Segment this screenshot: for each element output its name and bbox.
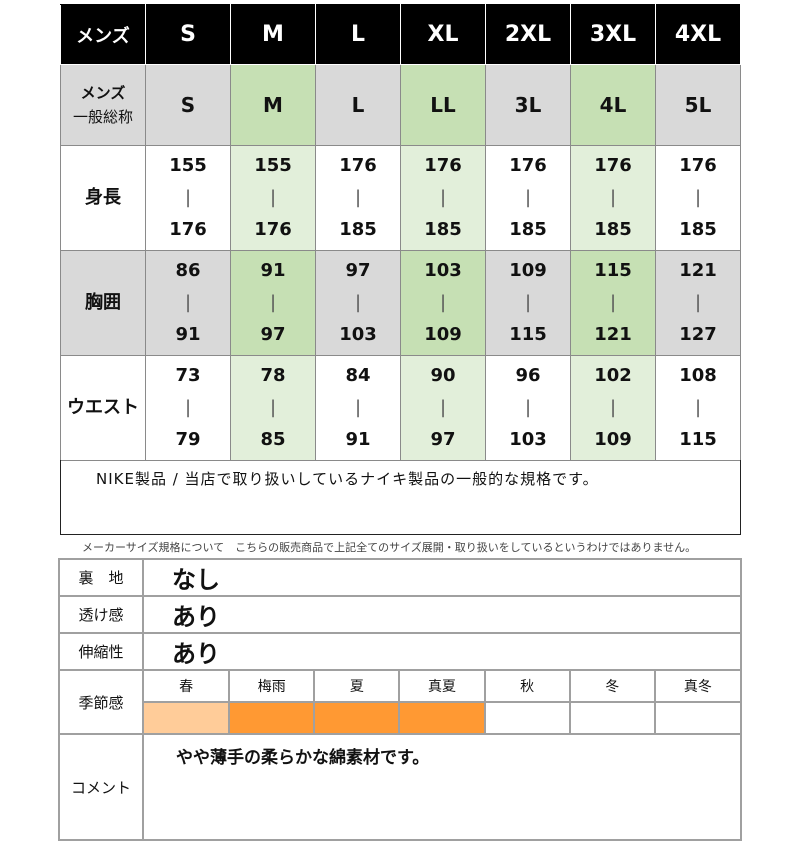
season-level-autumn	[483, 701, 571, 733]
general-size: M	[230, 64, 316, 146]
range-cell: 176 | 185	[400, 145, 486, 251]
range-cell: 176 | 185	[570, 145, 656, 251]
season-level-summer	[313, 701, 401, 733]
range-cell: 96 | 103	[485, 355, 571, 461]
season-names: 春 梅雨 夏 真夏 秋 冬 真冬	[144, 671, 740, 703]
comment-label: コメント	[58, 733, 144, 841]
waist-row: ウエスト 73 | 79 78 | 85 84 | 91 90 | 97 96 | 103 102 |…	[60, 355, 741, 461]
general-size: S	[145, 64, 231, 146]
size-4xl: 4XL	[655, 4, 741, 65]
size-s: S	[145, 4, 231, 65]
range-cell: 78 | 85	[230, 355, 316, 461]
stretch-row: 伸縮性 あり	[58, 632, 742, 671]
chest-row: 胸囲 86 | 91 91 | 97 97 | 103 103 | 109 109 | 115 11…	[60, 250, 741, 356]
comment-row: コメント やや薄手の柔らかな綿素材です。	[58, 733, 742, 841]
stretch-value: あり	[142, 632, 742, 671]
size-l: L	[315, 4, 401, 65]
season-midwinter: 真冬	[653, 671, 740, 703]
season-level-midwinter	[653, 701, 740, 733]
size-2xl: 2XL	[485, 4, 571, 65]
header-label: メンズ	[60, 4, 146, 65]
season-level-spring	[144, 701, 231, 733]
range-cell: 103 | 109	[400, 250, 486, 356]
note-box: NIKE製品 / 当店で取り扱いしているナイキ製品の一般的な規格です。	[60, 460, 741, 535]
range-cell: 115 | 121	[570, 250, 656, 356]
size-header-row: メンズ S M L XL 2XL 3XL 4XL	[60, 4, 741, 65]
comment-value: やや薄手の柔らかな綿素材です。	[142, 733, 742, 841]
range-cell: 155 | 176	[145, 145, 231, 251]
size-chart: メンズ S M L XL 2XL 3XL 4XL メンズ一般総称 S M L L…	[60, 4, 741, 461]
sheer-row: 透け感 あり	[58, 595, 742, 634]
general-size: LL	[400, 64, 486, 146]
size-m: M	[230, 4, 316, 65]
season-midsummer: 真夏	[398, 671, 486, 703]
general-size: 4L	[570, 64, 656, 146]
general-size-row: メンズ一般総称 S M L LL 3L 4L 5L	[60, 64, 741, 146]
size-xl: XL	[400, 4, 486, 65]
season-autumn: 秋	[483, 671, 571, 703]
height-row: 身長 155 | 176 155 | 176 176 | 185 176 | 185 176 | 1…	[60, 145, 741, 251]
height-label: 身長	[60, 145, 146, 251]
season-label: 季節感	[58, 669, 144, 735]
range-cell: 176 | 185	[315, 145, 401, 251]
range-cell: 102 | 109	[570, 355, 656, 461]
general-label-line1: メンズ	[80, 84, 126, 102]
season-level-rainy	[228, 701, 316, 733]
range-cell: 121 | 127	[655, 250, 741, 356]
range-cell: 86 | 91	[145, 250, 231, 356]
range-cell: 109 | 115	[485, 250, 571, 356]
maker-size-note: メーカーサイズ規格について こちらの販売商品で上記全てのサイズ展開・取り扱いをし…	[82, 541, 697, 554]
season-row: 季節感 春 梅雨 夏 真夏 秋 冬 真冬	[58, 669, 742, 735]
season-level-midsummer	[398, 701, 486, 733]
season-grid: 春 梅雨 夏 真夏 秋 冬 真冬	[142, 669, 742, 735]
nike-note: NIKE製品 / 当店で取り扱いしているナイキ製品の一般的な規格です。	[96, 470, 599, 488]
range-cell: 176 | 185	[485, 145, 571, 251]
sheer-value: あり	[142, 595, 742, 634]
range-cell: 176 | 185	[655, 145, 741, 251]
general-size: 5L	[655, 64, 741, 146]
stretch-label: 伸縮性	[58, 632, 144, 671]
season-rainy: 梅雨	[228, 671, 316, 703]
sheer-label: 透け感	[58, 595, 144, 634]
lining-label: 裏 地	[58, 558, 144, 597]
season-table: 春 梅雨 夏 真夏 秋 冬 真冬	[144, 671, 740, 733]
fabric-info-table: 裏 地 なし 透け感 あり 伸縮性 あり 季節感 春 梅雨 夏 真夏 秋 冬 真…	[58, 558, 742, 841]
range-cell: 90 | 97	[400, 355, 486, 461]
season-summer: 夏	[313, 671, 401, 703]
range-cell: 84 | 91	[315, 355, 401, 461]
season-winter: 冬	[568, 671, 656, 703]
chest-label: 胸囲	[60, 250, 146, 356]
general-size: 3L	[485, 64, 571, 146]
range-cell: 97 | 103	[315, 250, 401, 356]
season-spring: 春	[144, 671, 231, 703]
season-levels	[144, 701, 740, 733]
general-label-line2: 一般総称	[72, 108, 133, 126]
waist-label: ウエスト	[60, 355, 146, 461]
season-level-winter	[568, 701, 656, 733]
range-cell: 108 | 115	[655, 355, 741, 461]
range-cell: 73 | 79	[145, 355, 231, 461]
range-cell: 91 | 97	[230, 250, 316, 356]
range-cell: 155 | 176	[230, 145, 316, 251]
lining-value: なし	[142, 558, 742, 597]
general-size: L	[315, 64, 401, 146]
size-3xl: 3XL	[570, 4, 656, 65]
lining-row: 裏 地 なし	[58, 558, 742, 597]
general-label: メンズ 一般総称	[60, 64, 146, 146]
